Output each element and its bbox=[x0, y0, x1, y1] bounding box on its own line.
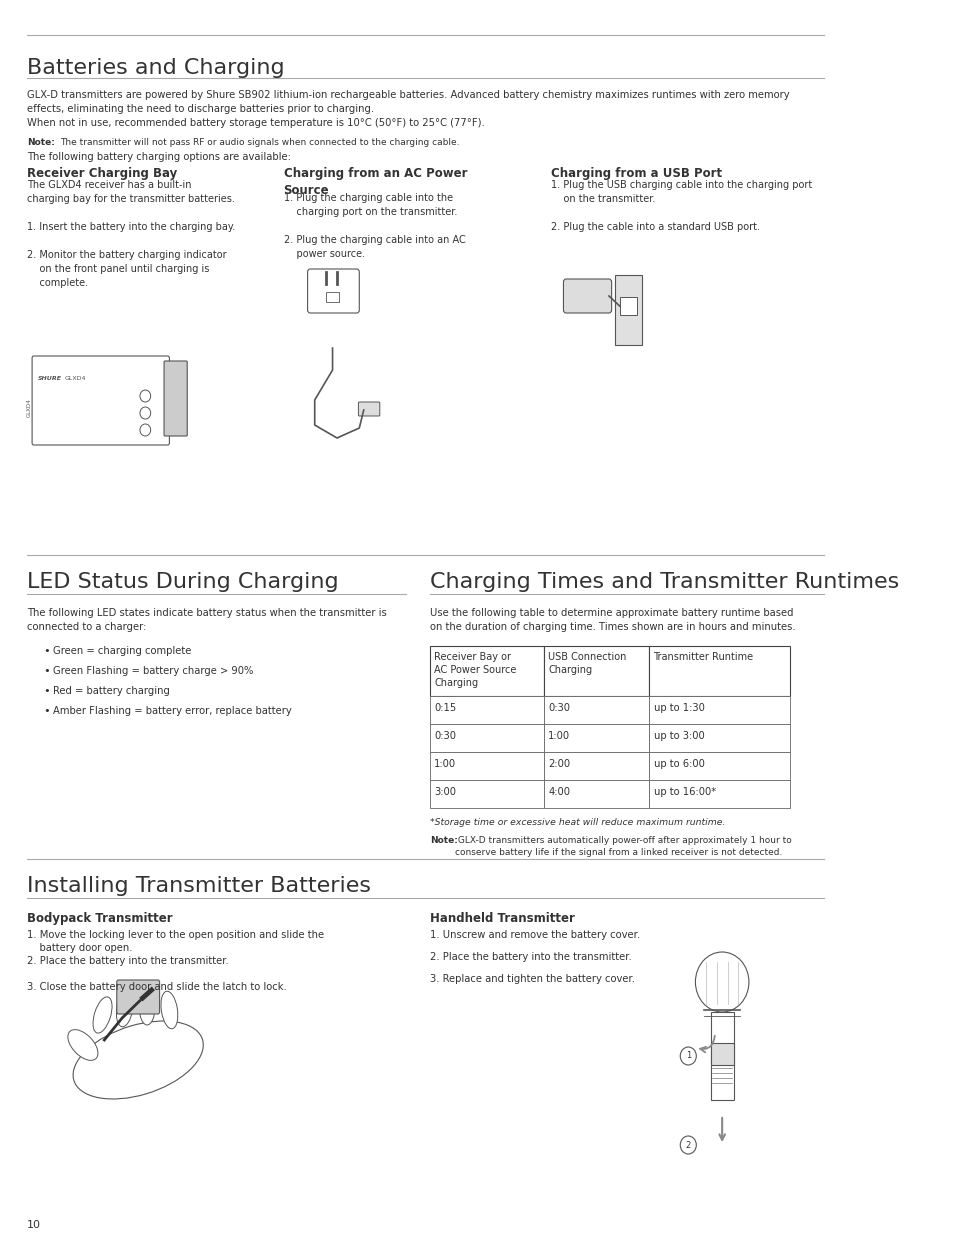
Ellipse shape bbox=[161, 992, 177, 1029]
FancyBboxPatch shape bbox=[32, 356, 170, 445]
Text: •: • bbox=[43, 646, 50, 656]
Text: Amber Flashing = battery error, replace battery: Amber Flashing = battery error, replace … bbox=[53, 706, 292, 716]
Bar bbox=[619, 296, 637, 315]
Text: SHURE: SHURE bbox=[38, 375, 62, 382]
Text: •: • bbox=[43, 666, 50, 676]
Bar bbox=[543, 752, 648, 781]
Text: 2:00: 2:00 bbox=[548, 760, 570, 769]
FancyBboxPatch shape bbox=[307, 269, 359, 312]
Text: GLXD4: GLXD4 bbox=[65, 375, 87, 382]
Text: Red = battery charging: Red = battery charging bbox=[53, 685, 171, 697]
Text: 1. Move the locking lever to the open position and slide the
    battery door op: 1. Move the locking lever to the open po… bbox=[27, 930, 323, 953]
Bar bbox=[429, 724, 543, 752]
Bar bbox=[615, 275, 641, 345]
Text: 3. Close the battery door and slide the latch to lock.: 3. Close the battery door and slide the … bbox=[27, 982, 286, 992]
Text: 0:30: 0:30 bbox=[434, 731, 456, 741]
Text: USB Connection
Charging: USB Connection Charging bbox=[548, 652, 626, 676]
Text: Bodypack Transmitter: Bodypack Transmitter bbox=[27, 911, 172, 925]
Text: Charging from an AC Power
Source: Charging from an AC Power Source bbox=[283, 167, 467, 198]
Text: Batteries and Charging: Batteries and Charging bbox=[27, 58, 284, 78]
Bar bbox=[710, 1011, 733, 1100]
Text: Installing Transmitter Batteries: Installing Transmitter Batteries bbox=[27, 876, 371, 897]
Text: 0:15: 0:15 bbox=[434, 703, 456, 713]
Text: 3. Replace and tighten the battery cover.: 3. Replace and tighten the battery cover… bbox=[429, 974, 634, 984]
Ellipse shape bbox=[139, 987, 155, 1025]
Text: 3:00: 3:00 bbox=[434, 787, 456, 797]
FancyBboxPatch shape bbox=[563, 279, 611, 312]
Bar bbox=[429, 697, 543, 724]
Text: Transmitter Runtime: Transmitter Runtime bbox=[653, 652, 753, 662]
Text: Charging from a USB Port: Charging from a USB Port bbox=[551, 167, 721, 180]
Text: GLX-D transmitters are powered by Shure SB902 lithium-ion rechargeable batteries: GLX-D transmitters are powered by Shure … bbox=[27, 90, 788, 114]
Text: Green Flashing = battery charge > 90%: Green Flashing = battery charge > 90% bbox=[53, 666, 253, 676]
Text: up to 16:00*: up to 16:00* bbox=[653, 787, 715, 797]
Bar bbox=[326, 291, 338, 303]
Bar bbox=[429, 781, 543, 808]
Text: GLX-D transmitters automatically power-off after approximately 1 hour to
conserv: GLX-D transmitters automatically power-o… bbox=[455, 836, 791, 857]
Text: 1:00: 1:00 bbox=[548, 731, 570, 741]
Text: •: • bbox=[43, 706, 50, 716]
Text: 1: 1 bbox=[685, 1051, 690, 1061]
FancyBboxPatch shape bbox=[164, 361, 187, 436]
Text: Green = charging complete: Green = charging complete bbox=[53, 646, 192, 656]
Bar bbox=[543, 781, 648, 808]
Text: 2: 2 bbox=[685, 1140, 690, 1150]
Text: Handheld Transmitter: Handheld Transmitter bbox=[429, 911, 574, 925]
Text: When not in use, recommended battery storage temperature is 10°C (50°F) to 25°C : When not in use, recommended battery sto… bbox=[27, 119, 484, 128]
Text: Use the following table to determine approximate battery runtime based
on the du: Use the following table to determine app… bbox=[429, 608, 795, 632]
Ellipse shape bbox=[68, 1030, 98, 1061]
Text: Receiver Charging Bay: Receiver Charging Bay bbox=[27, 167, 177, 180]
Ellipse shape bbox=[93, 997, 112, 1034]
Bar bbox=[648, 752, 789, 781]
Text: 0:30: 0:30 bbox=[548, 703, 570, 713]
Text: *Storage time or excessive heat will reduce maximum runtime.: *Storage time or excessive heat will red… bbox=[429, 818, 724, 827]
Bar bbox=[648, 646, 789, 697]
Text: 1. Plug the charging cable into the
    charging port on the transmitter.

2. Pl: 1. Plug the charging cable into the char… bbox=[283, 193, 465, 259]
Text: Note:: Note: bbox=[429, 836, 457, 845]
Bar bbox=[648, 781, 789, 808]
Text: 1. Unscrew and remove the battery cover.: 1. Unscrew and remove the battery cover. bbox=[429, 930, 639, 940]
Text: Note:: Note: bbox=[27, 138, 54, 147]
Bar bbox=[429, 646, 543, 697]
Circle shape bbox=[679, 1047, 696, 1065]
Text: 2. Place the battery into the transmitter.: 2. Place the battery into the transmitte… bbox=[27, 956, 229, 966]
Text: Receiver Bay or
AC Power Source
Charging: Receiver Bay or AC Power Source Charging bbox=[434, 652, 516, 688]
Bar bbox=[543, 646, 648, 697]
Text: •: • bbox=[43, 685, 50, 697]
Ellipse shape bbox=[73, 1021, 203, 1099]
Bar bbox=[543, 697, 648, 724]
Bar bbox=[543, 724, 648, 752]
Text: Charging Times and Transmitter Runtimes: Charging Times and Transmitter Runtimes bbox=[429, 572, 898, 592]
Text: 4:00: 4:00 bbox=[548, 787, 570, 797]
Text: The following LED states indicate battery status when the transmitter is
connect: The following LED states indicate batter… bbox=[27, 608, 386, 632]
FancyBboxPatch shape bbox=[116, 981, 159, 1014]
Bar bbox=[429, 752, 543, 781]
Text: 10: 10 bbox=[27, 1220, 41, 1230]
Ellipse shape bbox=[116, 989, 133, 1026]
Bar bbox=[648, 724, 789, 752]
Text: 1. Plug the USB charging cable into the charging port
    on the transmitter.

2: 1. Plug the USB charging cable into the … bbox=[551, 180, 811, 232]
Text: up to 3:00: up to 3:00 bbox=[653, 731, 703, 741]
Text: LED Status During Charging: LED Status During Charging bbox=[27, 572, 338, 592]
Text: 2. Place the battery into the transmitter.: 2. Place the battery into the transmitte… bbox=[429, 952, 631, 962]
Text: GLXD4: GLXD4 bbox=[27, 399, 31, 417]
Text: 1:00: 1:00 bbox=[434, 760, 456, 769]
Text: The following battery charging options are available:: The following battery charging options a… bbox=[27, 152, 291, 162]
FancyBboxPatch shape bbox=[358, 403, 379, 416]
Text: The transmitter will not pass RF or audio signals when connected to the charging: The transmitter will not pass RF or audi… bbox=[60, 138, 458, 147]
Circle shape bbox=[695, 952, 748, 1011]
Circle shape bbox=[679, 1136, 696, 1153]
Bar bbox=[648, 697, 789, 724]
Text: up to 6:00: up to 6:00 bbox=[653, 760, 703, 769]
Text: The GLXD4 receiver has a built-in
charging bay for the transmitter batteries.

1: The GLXD4 receiver has a built-in chargi… bbox=[27, 180, 234, 288]
Bar bbox=[710, 1044, 733, 1065]
Text: up to 1:30: up to 1:30 bbox=[653, 703, 703, 713]
